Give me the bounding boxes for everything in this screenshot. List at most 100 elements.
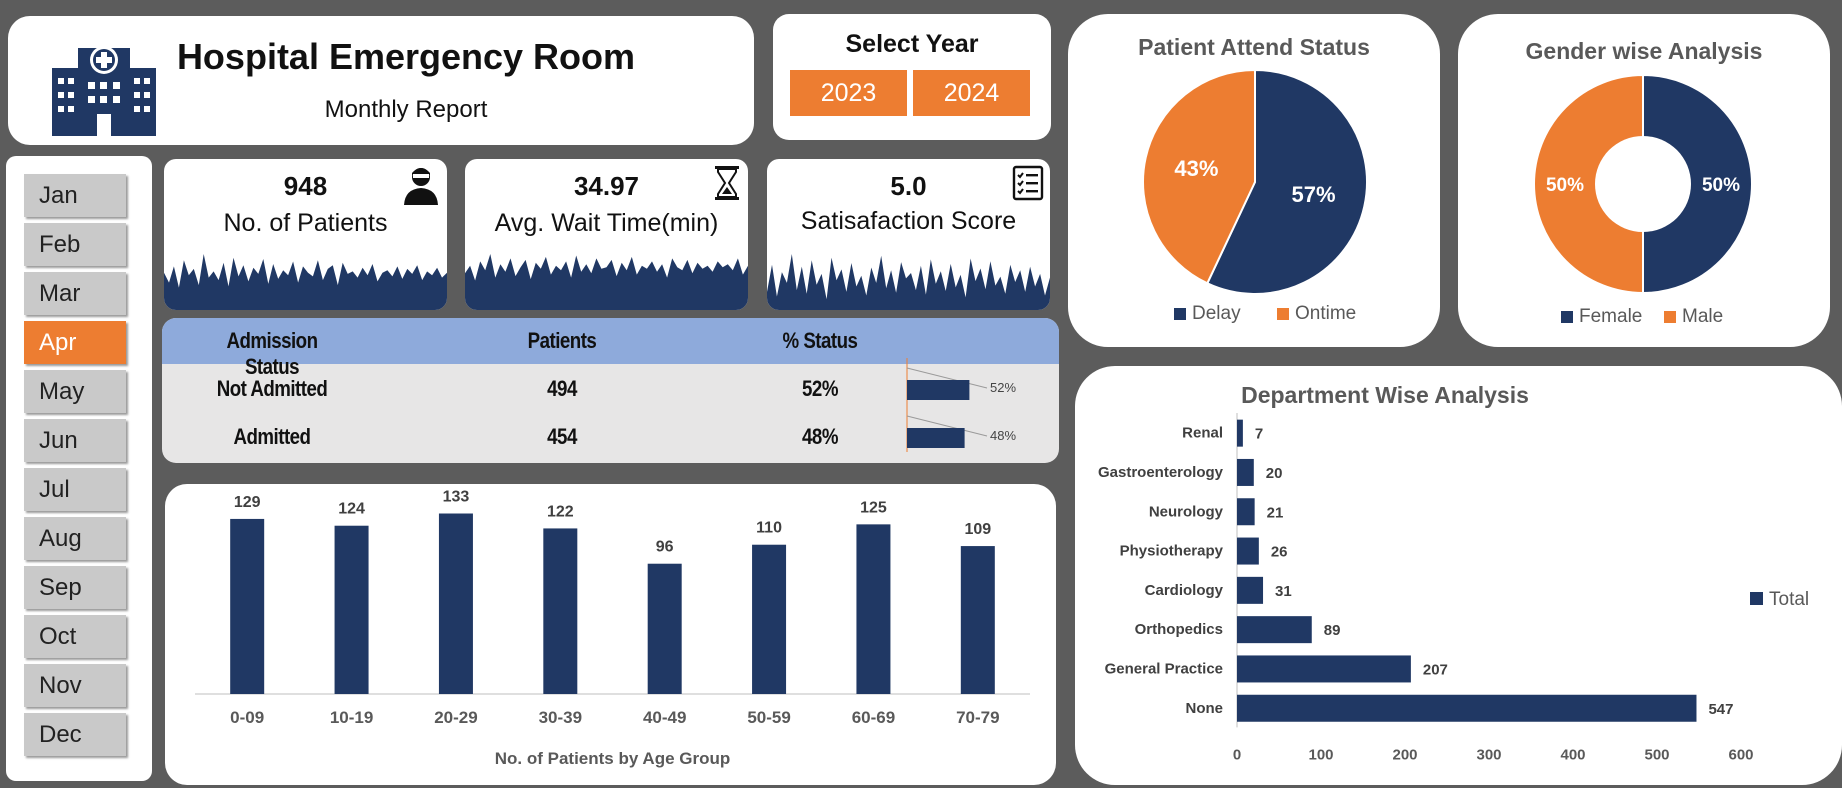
dept-bar-label: 21 — [1267, 504, 1284, 521]
row-pct-admitted: 48% — [802, 424, 838, 449]
kpi-satisfaction: 5.0 Satisafaction Score — [767, 159, 1050, 310]
kpi-patients: 948 No. of Patients — [164, 159, 447, 310]
age-bar — [856, 524, 891, 694]
age-bar-label: 125 — [860, 499, 887, 516]
age-bar — [438, 513, 473, 694]
age-tick-label: 40-49 — [643, 708, 686, 727]
age-x-axis-title: No. of Patients by Age Group — [495, 749, 731, 768]
dept-x-tick-label: 500 — [1644, 746, 1669, 763]
dept-category-label: None — [1186, 700, 1224, 717]
department-chart: 7 Renal 20 Gastroenterology 21 Neurology 26 Phy… — [1098, 413, 1809, 763]
hourglass-icon — [715, 166, 739, 200]
month-button-dec[interactable]: Dec — [24, 713, 126, 756]
admission-bar — [907, 428, 965, 448]
legend-label: Male — [1682, 306, 1723, 327]
kpi-patients-sparkline — [164, 254, 447, 310]
kpi-satisfaction-label: Satisafaction Score — [800, 207, 1017, 235]
dept-bar-label: 547 — [1708, 701, 1733, 718]
legend-swatch — [1664, 311, 1676, 323]
header-patients: Patients — [527, 328, 597, 353]
age-bar — [334, 525, 369, 694]
month-button-jul[interactable]: Jul — [24, 468, 126, 511]
dept-bar — [1237, 576, 1264, 604]
kpi-wait-value: 34.97 — [573, 171, 640, 201]
pie-data-label: 43% — [1174, 156, 1218, 181]
dept-category-label: General Practice — [1105, 660, 1223, 677]
patient-icon — [404, 168, 438, 205]
dept-bar-label: 26 — [1271, 544, 1288, 561]
admission-bar — [907, 380, 970, 400]
age-bar — [230, 518, 265, 694]
row-patients-not-admitted: 494 — [547, 376, 577, 401]
dept-x-tick-label: 0 — [1233, 746, 1241, 763]
row-patients-admitted: 454 — [547, 424, 577, 449]
age-tick-label: 70-79 — [956, 708, 999, 727]
age-group-card: 129 0-09 124 10-19 133 20-29 122 30-39 96 40-49 11… — [165, 484, 1056, 785]
dept-x-tick-label: 600 — [1728, 746, 1753, 763]
admission-leader-line — [906, 415, 988, 437]
month-button-feb[interactable]: Feb — [24, 223, 126, 266]
age-bar — [543, 528, 578, 694]
page-subtitle: Monthly Report — [324, 96, 488, 123]
year-selector-label: Select Year — [845, 30, 979, 58]
month-button-jun[interactable]: Jun — [24, 419, 126, 462]
kpi-satisfaction-value: 5.0 — [890, 171, 927, 201]
dept-category-label: Cardiology — [1145, 582, 1224, 599]
kpi-wait-sparkline — [465, 254, 748, 310]
pie-slice — [1642, 73, 1753, 295]
age-bar-label: 133 — [443, 489, 470, 506]
age-bar — [647, 563, 682, 694]
month-button-aug[interactable]: Aug — [24, 517, 126, 560]
age-tick-label: 10-19 — [330, 708, 373, 727]
dept-bar-label: 20 — [1266, 465, 1283, 482]
legend-label: Delay — [1192, 303, 1241, 324]
month-button-sep[interactable]: Sep — [24, 566, 126, 609]
dept-category-label: Orthopedics — [1135, 621, 1223, 638]
dept-bar — [1237, 616, 1312, 644]
gender-card: Gender wise Analysis 50% 50% Female Male — [1458, 14, 1830, 347]
sparkline-area — [767, 254, 1050, 310]
year-selector: Select Year 2023 2024 — [773, 14, 1051, 140]
dept-category-label: Renal — [1182, 425, 1223, 442]
legend-swatch — [1277, 308, 1289, 320]
header-admission-status: Admission Status — [226, 328, 318, 379]
row-status-admitted: Admitted — [233, 424, 311, 449]
checklist-icon — [1012, 165, 1044, 201]
dept-category-label: Physiotherapy — [1120, 543, 1224, 560]
kpi-patients-value: 948 — [283, 171, 328, 201]
attend-status-chart: 57% 43% Delay Ontime — [1142, 68, 1368, 324]
pie-slice — [1142, 68, 1256, 285]
month-button-jan[interactable]: Jan — [24, 174, 126, 217]
month-button-nov[interactable]: Nov — [24, 664, 126, 707]
dept-bar — [1237, 655, 1411, 683]
admission-table-header — [162, 318, 1059, 364]
dept-bar — [1237, 537, 1259, 565]
age-group-chart: 129 0-09 124 10-19 133 20-29 122 30-39 96 40-49 11… — [195, 489, 1030, 768]
dept-legend-label: Total — [1769, 589, 1809, 610]
header-status-pct: % Status — [782, 328, 858, 353]
month-button-apr[interactable]: Apr — [24, 321, 126, 364]
row-status-not-admitted: Not Admitted — [216, 376, 328, 401]
age-tick-label: 50-59 — [747, 708, 790, 727]
row-pct-not-admitted: 52% — [802, 376, 838, 401]
hospital-building-icon — [52, 46, 156, 136]
sparkline-area — [465, 254, 748, 310]
kpi-wait-time: 34.97 Avg. Wait Time(min) — [465, 159, 748, 310]
year-button-2024[interactable]: 2024 — [913, 70, 1030, 116]
year-button-2023[interactable]: 2023 — [790, 70, 907, 116]
month-button-may[interactable]: May — [24, 370, 126, 413]
month-button-oct[interactable]: Oct — [24, 615, 126, 658]
dept-x-tick-label: 400 — [1560, 746, 1585, 763]
page-title: Hospital Emergency Room — [176, 36, 636, 77]
admission-bar-label: 48% — [990, 428, 1016, 443]
month-button-mar[interactable]: Mar — [24, 272, 126, 315]
dept-bar — [1237, 419, 1243, 447]
dept-x-tick-label: 200 — [1392, 746, 1417, 763]
age-bar — [960, 546, 995, 694]
age-tick-label: 60-69 — [852, 708, 895, 727]
title-card: Hospital Emergency Room Monthly Report — [8, 16, 754, 145]
kpi-satisfaction-sparkline — [767, 254, 1050, 310]
age-bar-label: 122 — [547, 503, 574, 520]
age-bar-label: 124 — [338, 501, 365, 518]
age-tick-label: 20-29 — [434, 708, 477, 727]
